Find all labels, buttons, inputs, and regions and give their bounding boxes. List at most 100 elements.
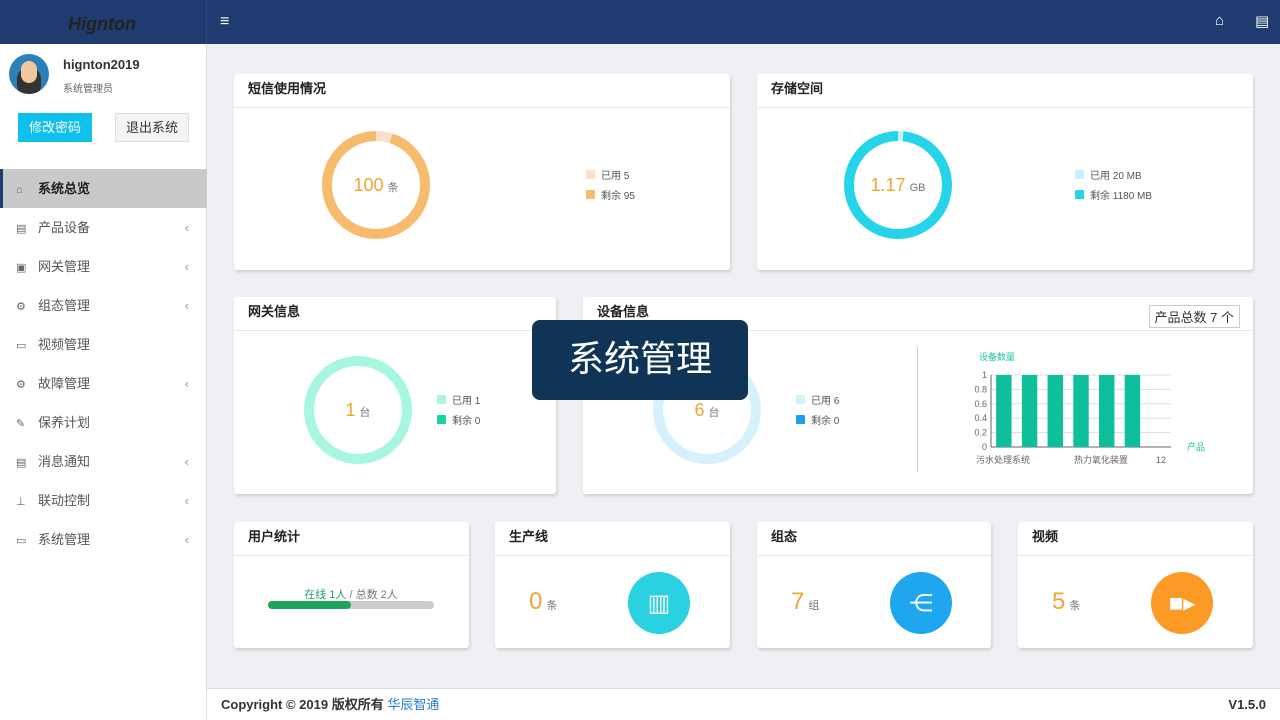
logo-text: Hignton: [68, 14, 136, 34]
card-title: 存储空间: [757, 74, 1253, 108]
sidebar-item-label: 网关管理: [38, 259, 91, 274]
sitemap-icon: ⊥: [16, 496, 26, 508]
card-title: 用户统计: [234, 522, 469, 556]
menu-toggle-icon[interactable]: ≡: [220, 13, 230, 30]
monitor-icon: ▭: [16, 535, 27, 547]
bar: [1073, 375, 1089, 447]
storage-donut: [844, 131, 952, 239]
x-axis-label: 产品: [1187, 441, 1205, 452]
tooltip: 系统管理: [532, 320, 748, 400]
logout-button[interactable]: 退出系统: [115, 113, 189, 142]
bar-chart-icon[interactable]: ▥: [628, 572, 690, 634]
sidebar: hignton2019 系统管理员 修改密码 退出系统 ⌂ 系统总览 ▤ 产品设备 ‹ ▣…: [0, 44, 207, 720]
top-bar: [0, 0, 1280, 44]
bar: [1099, 375, 1115, 447]
sidebar-item-0[interactable]: ⌂ 系统总览: [0, 169, 207, 208]
card-title: 网关信息: [234, 297, 556, 331]
video-camera-icon[interactable]: ■▸: [1151, 572, 1213, 634]
chevron-left-icon: ‹: [184, 454, 189, 469]
document-icon[interactable]: ▤: [1255, 13, 1270, 30]
sidebar-item-label: 系统管理: [38, 532, 91, 547]
sidebar-item-label: 保养计划: [38, 415, 91, 430]
wrench-icon: ✎: [16, 418, 26, 430]
home-icon: ⌂: [16, 184, 23, 196]
sidebar-item-label: 故障管理: [38, 376, 91, 391]
user-role: 系统管理员: [63, 84, 113, 95]
book-icon: ▤: [16, 457, 27, 469]
chevron-left-icon: ‹: [184, 532, 189, 547]
gateway-donut: [304, 356, 412, 464]
sidebar-item-4[interactable]: ▭ 视频管理: [0, 325, 207, 364]
sidebar-item-label: 系统总览: [38, 181, 91, 196]
chevron-left-icon: ‹: [184, 259, 189, 274]
chevron-left-icon: ‹: [184, 298, 189, 313]
chevron-left-icon: ‹: [184, 376, 189, 391]
bar: [1021, 375, 1038, 447]
y-tick-label: 0: [982, 442, 987, 452]
card-title: 设备信息: [583, 297, 1253, 331]
donut-remaining-segment: [844, 131, 952, 239]
logo[interactable]: Hignton: [0, 0, 207, 44]
sidebar-item-7[interactable]: ▤ 消息通知 ‹: [0, 442, 207, 481]
user-stats-text: 在线 1人 / 总数 2人: [304, 589, 398, 601]
divider: [917, 347, 918, 472]
y-tick-label: 0.8: [974, 384, 987, 394]
sidebar-item-label: 组态管理: [38, 298, 91, 313]
sidebar-item-9[interactable]: ▭ 系统管理 ‹: [0, 520, 207, 559]
sidebar-item-label: 视频管理: [38, 337, 91, 352]
card-title: 短信使用情况: [234, 74, 730, 108]
product-total-badge: 产品总数 7 个: [1148, 305, 1240, 328]
footer: Copyright © 2019 版权所有 华辰智通 V1.5.0: [207, 688, 1280, 720]
donut-remaining-segment: [322, 131, 430, 239]
cogs-icon: ⚙: [16, 301, 26, 313]
monitor-icon: ▭: [16, 340, 27, 352]
sidebar-item-3[interactable]: ⚙ 组态管理 ‹: [0, 286, 207, 325]
chevron-left-icon: ‹: [184, 220, 189, 235]
storage-value: 1.17 GB: [870, 175, 926, 195]
y-tick-label: 0.2: [974, 428, 987, 438]
home-icon[interactable]: ⌂: [1215, 12, 1225, 29]
online-progress-bar: [268, 601, 434, 609]
gateway-icon: ▣: [16, 262, 27, 274]
y-tick-label: 0.4: [974, 413, 987, 423]
sidebar-item-5[interactable]: ⚙ 故障管理 ‹: [0, 364, 207, 403]
sidebar-item-1[interactable]: ▤ 产品设备 ‹: [0, 208, 207, 247]
change-password-button[interactable]: 修改密码: [18, 113, 92, 142]
book-icon: ▤: [16, 223, 27, 235]
avatar: [9, 54, 49, 94]
sms-donut: [322, 131, 430, 239]
sidebar-item-2[interactable]: ▣ 网关管理 ‹: [0, 247, 207, 286]
user-stats-card: 用户统计 在线 1人 / 总数 2人: [234, 522, 469, 648]
username: hignton2019: [63, 57, 140, 72]
device-legend: 已用 6 剩余 0: [796, 389, 839, 429]
y-axis-label: 设备数量: [979, 351, 1015, 362]
donut-used-segment: [304, 356, 412, 464]
sidebar-nav: ⌂ 系统总览 ▤ 产品设备 ‹ ▣ 网关管理 ‹ ⚙ 组态管理 ‹ ▭ 视频管理 ⚙ 故障管理 ‹ ✎ 保养计划 ▤…: [0, 169, 207, 559]
x-tick-label: 污水处理系统: [976, 454, 1030, 465]
storage-legend: 已用 20 MB 剩余 1180 MB: [1075, 164, 1152, 204]
y-tick-label: 0.6: [974, 399, 987, 409]
sidebar-item-8[interactable]: ⊥ 联动控制 ‹: [0, 481, 207, 520]
card-title: 视频: [1018, 522, 1253, 556]
chevron-left-icon: ‹: [184, 493, 189, 508]
sidebar-item-6[interactable]: ✎ 保养计划: [0, 403, 207, 442]
y-tick-label: 1: [982, 370, 987, 380]
flow-icon[interactable]: ⋲: [890, 572, 952, 634]
sms-legend: 已用 5 剩余 95: [586, 164, 635, 204]
bar: [1047, 375, 1063, 447]
card-title: 生产线: [495, 522, 730, 556]
cogs-icon: ⚙: [16, 379, 26, 391]
card-title: 组态: [757, 522, 991, 556]
company-link[interactable]: 华辰智通: [387, 697, 440, 712]
sidebar-item-label: 联动控制: [38, 493, 91, 508]
